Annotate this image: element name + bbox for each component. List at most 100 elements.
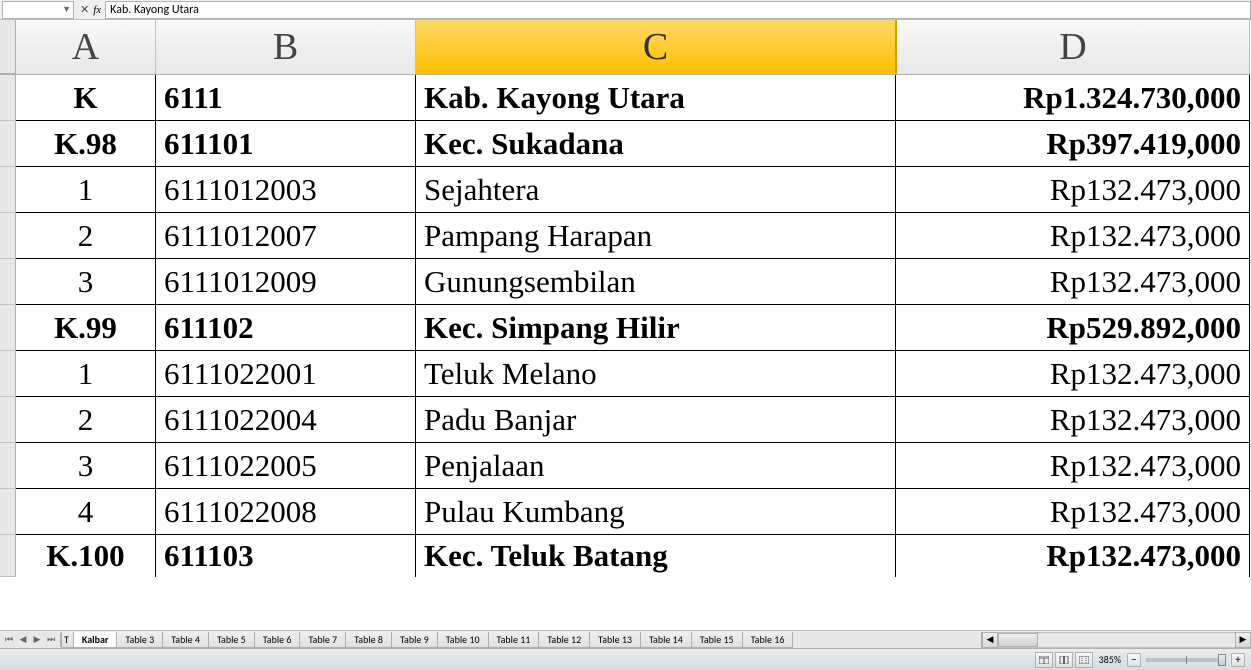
sheet-tab[interactable]: Table 15 xyxy=(691,632,743,648)
sheet-tab[interactable]: Table 16 xyxy=(742,632,794,648)
cell-c[interactable]: Pulau Kumbang xyxy=(416,489,896,535)
row-header[interactable] xyxy=(0,121,16,167)
row-header[interactable] xyxy=(0,397,16,443)
cell-d[interactable]: Rp132.473,000 xyxy=(896,535,1250,577)
row-header[interactable] xyxy=(0,489,16,535)
row-header[interactable] xyxy=(0,443,16,489)
cell-b[interactable]: 611102 xyxy=(156,305,416,351)
cell-d[interactable]: Rp132.473,000 xyxy=(896,351,1250,397)
cell-d[interactable]: Rp132.473,000 xyxy=(896,213,1250,259)
cell-c[interactable]: Kab. Kayong Utara xyxy=(416,75,896,121)
cell-b[interactable]: 6111012007 xyxy=(156,213,416,259)
cell-c[interactable]: Sejahtera xyxy=(416,167,896,213)
row-header[interactable] xyxy=(0,535,16,577)
cell-d[interactable]: Rp132.473,000 xyxy=(896,397,1250,443)
cell-b[interactable]: 611103 xyxy=(156,535,416,577)
column-header-c[interactable]: C xyxy=(416,20,896,74)
cell-b[interactable]: 6111012009 xyxy=(156,259,416,305)
cell-c[interactable]: Kec. Simpang Hilir xyxy=(416,305,896,351)
cell-d[interactable]: Rp132.473,000 xyxy=(896,259,1250,305)
row-header[interactable] xyxy=(0,305,16,351)
cell-a[interactable]: K.98 xyxy=(16,121,156,167)
row-header[interactable] xyxy=(0,213,16,259)
view-normal-button[interactable] xyxy=(1035,652,1053,668)
column-header-a[interactable]: A xyxy=(16,20,156,74)
column-header-b[interactable]: B xyxy=(156,20,416,74)
sheet-tab[interactable]: Table 9 xyxy=(391,632,438,648)
tab-nav-next-icon[interactable]: ▶ xyxy=(30,633,44,647)
cell-a[interactable]: 2 xyxy=(16,213,156,259)
cell-b[interactable]: 6111 xyxy=(156,75,416,121)
hscroll-left-icon[interactable]: ◀ xyxy=(982,632,998,648)
cell-d[interactable]: Rp1.324.730,000 xyxy=(896,75,1250,121)
cell-d[interactable]: Rp529.892,000 xyxy=(896,305,1250,351)
formula-input[interactable]: Kab. Kayong Utara xyxy=(105,1,1251,19)
cell-a[interactable]: 2 xyxy=(16,397,156,443)
fx-icon[interactable]: fx xyxy=(93,4,101,16)
cell-d[interactable]: Rp397.419,000 xyxy=(896,121,1250,167)
tab-nav-last-icon[interactable]: ⏭ xyxy=(44,633,58,647)
sheet-tab[interactable]: Table 5 xyxy=(208,632,255,648)
cell-b[interactable]: 611101 xyxy=(156,121,416,167)
hscroll-track[interactable] xyxy=(998,632,1235,648)
sheet-tab[interactable]: Table 11 xyxy=(488,632,540,648)
zoom-out-button[interactable]: − xyxy=(1127,653,1141,667)
sheet-tab[interactable]: Table 8 xyxy=(345,632,392,648)
cell-c[interactable]: Kec. Sukadana xyxy=(416,121,896,167)
spreadsheet-grid: A B C D K6111Kab. Kayong UtaraRp1.324.73… xyxy=(0,20,1251,630)
name-box[interactable]: ▼ xyxy=(2,1,74,19)
hscroll-thumb[interactable] xyxy=(998,633,1038,647)
zoom-slider[interactable] xyxy=(1146,658,1226,662)
cell-a[interactable]: K.100 xyxy=(16,535,156,577)
sheet-tab[interactable]: Table 6 xyxy=(254,632,301,648)
view-normal-icon xyxy=(1039,656,1049,664)
row-header[interactable] xyxy=(0,259,16,305)
cell-b[interactable]: 6111022001 xyxy=(156,351,416,397)
cell-c[interactable]: Gunungsembilan xyxy=(416,259,896,305)
cell-a[interactable]: K xyxy=(16,75,156,121)
cell-c[interactable]: Padu Banjar xyxy=(416,397,896,443)
cancel-icon[interactable]: ✕ xyxy=(80,3,89,16)
cell-c[interactable]: Kec. Teluk Batang xyxy=(416,535,896,577)
cell-a[interactable]: 1 xyxy=(16,351,156,397)
cell-a[interactable]: 4 xyxy=(16,489,156,535)
sheet-tab[interactable]: Table 3 xyxy=(116,632,163,648)
cell-a[interactable]: 3 xyxy=(16,259,156,305)
zoom-in-button[interactable]: + xyxy=(1231,653,1245,667)
row-header[interactable] xyxy=(0,75,16,121)
cell-a[interactable]: K.99 xyxy=(16,305,156,351)
sheet-tab[interactable]: Table 14 xyxy=(640,632,692,648)
tab-nav-first-icon[interactable]: ⏮ xyxy=(2,633,16,647)
sheet-tab[interactable]: Table 4 xyxy=(162,632,209,648)
hscroll-right-icon[interactable]: ▶ xyxy=(1235,632,1251,648)
row-header[interactable] xyxy=(0,351,16,397)
cell-c[interactable]: Pampang Harapan xyxy=(416,213,896,259)
zoom-level[interactable]: 385% xyxy=(1099,653,1121,666)
sheet-tab[interactable]: Table 12 xyxy=(538,632,590,648)
tab-nav-prev-icon[interactable]: ◀ xyxy=(16,633,30,647)
sheet-tab[interactable]: Table 10 xyxy=(437,632,489,648)
cell-a[interactable]: 1 xyxy=(16,167,156,213)
cell-d[interactable]: Rp132.473,000 xyxy=(896,443,1250,489)
cell-d[interactable]: Rp132.473,000 xyxy=(896,489,1250,535)
cell-c[interactable]: Teluk Melano xyxy=(416,351,896,397)
sheet-tab-active[interactable]: Kalbar xyxy=(73,632,118,648)
cell-b[interactable]: 6111022004 xyxy=(156,397,416,443)
cell-c[interactable]: Penjalaan xyxy=(416,443,896,489)
view-page-break-button[interactable] xyxy=(1075,652,1093,668)
column-header-d[interactable]: D xyxy=(896,20,1250,74)
cell-a[interactable]: 3 xyxy=(16,443,156,489)
row-header[interactable] xyxy=(0,167,16,213)
zoom-slider-thumb[interactable] xyxy=(1218,654,1226,666)
cell-b[interactable]: 6111022008 xyxy=(156,489,416,535)
sheet-tab[interactable]: Table 13 xyxy=(589,632,641,648)
sheet-tab[interactable]: Table 7 xyxy=(299,632,346,648)
view-page-layout-button[interactable] xyxy=(1055,652,1073,668)
cell-b[interactable]: 6111012003 xyxy=(156,167,416,213)
name-box-dropdown-icon[interactable]: ▼ xyxy=(62,4,71,15)
cell-b[interactable]: 6111022005 xyxy=(156,443,416,489)
rows-container: K6111Kab. Kayong UtaraRp1.324.730,000 K.9… xyxy=(0,75,1251,577)
table-row: 46111022008Pulau KumbangRp132.473,000 xyxy=(0,489,1251,535)
select-all-corner[interactable] xyxy=(0,20,16,74)
cell-d[interactable]: Rp132.473,000 xyxy=(896,167,1250,213)
